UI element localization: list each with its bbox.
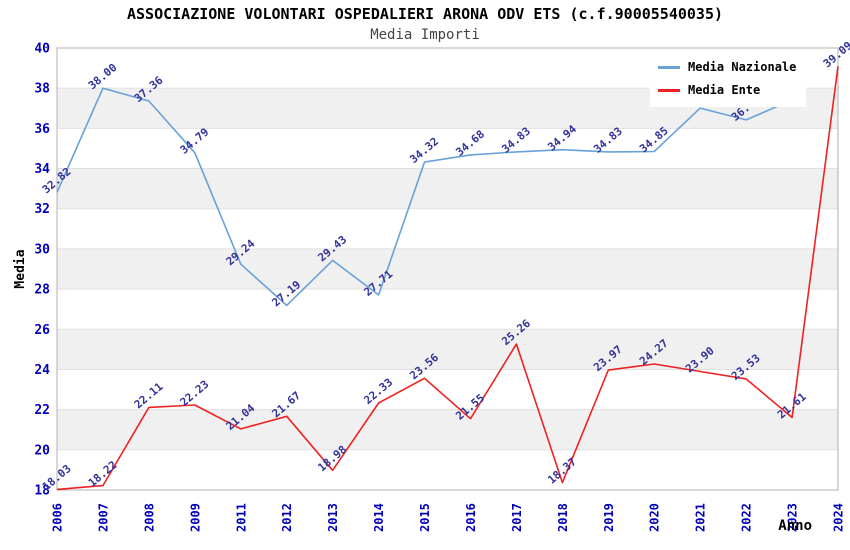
x-tick-label: 2008 [142,503,156,532]
x-tick-label: 2016 [464,503,478,532]
x-tick-label: 2006 [51,503,65,532]
grid-band [57,409,838,450]
legend-item-media-ente: Media Ente [658,83,796,97]
grid-band [57,248,838,290]
x-tick-label: 2017 [510,503,524,532]
y-tick-label: 18 [34,484,50,499]
x-tick-label: 2019 [602,503,616,532]
chart-subtitle: Media Importi [370,27,480,43]
plot-border [56,47,839,491]
chart-title: ASSOCIAZIONE VOLONTARI OSPEDALIERI ARONA… [126,5,724,23]
y-tick-label: 32 [34,202,50,217]
x-tick-label: 2009 [188,503,202,532]
x-tick-label: 2018 [556,503,570,532]
data-point-label: 39.09 [821,39,850,70]
legend-label-media-ente: Media Ente [688,83,761,97]
grid-band [57,329,838,370]
x-tick-label: 2013 [326,503,340,532]
x-tick-label: 2022 [740,503,754,532]
x-tick-label: 2015 [418,503,432,532]
y-tick-label: 40 [34,42,50,57]
y-tick-label: 36 [34,122,50,137]
line-swatch-media-nazionale [658,65,680,69]
y-tick-label: 20 [34,443,50,458]
legend-item-media-nazionale: Media Nazionale [658,60,796,74]
y-tick-label: 30 [34,242,50,257]
y-tick-label: 38 [34,82,50,97]
y-tick-label: 24 [34,363,50,378]
y-tick-label: 34 [34,162,50,177]
y-tick-label: 28 [34,283,50,298]
x-tick-label: 2024 [832,503,846,532]
line-swatch-media-ente [658,88,680,92]
grid-band [57,168,838,209]
x-tick-label: 2014 [372,503,386,532]
x-tick-label: 2011 [234,503,248,532]
y-tick-label: 26 [34,323,50,338]
legend: Media Nazionale Media Ente [650,52,807,107]
x-tick-label: 2021 [694,503,708,532]
x-tick-label: 2012 [280,503,294,532]
y-tick-label: 22 [34,403,50,418]
x-tick-label: 2023 [786,503,800,532]
series-line-media-ente [56,66,839,491]
legend-label-media-nazionale: Media Nazionale [688,60,797,74]
x-tick-label: 2020 [648,503,662,532]
y-axis-title: Media [13,249,28,288]
x-tick-label: 2007 [96,503,110,532]
series-line-media-nazionale [56,87,793,307]
x-axis-title: Anno [778,518,812,534]
